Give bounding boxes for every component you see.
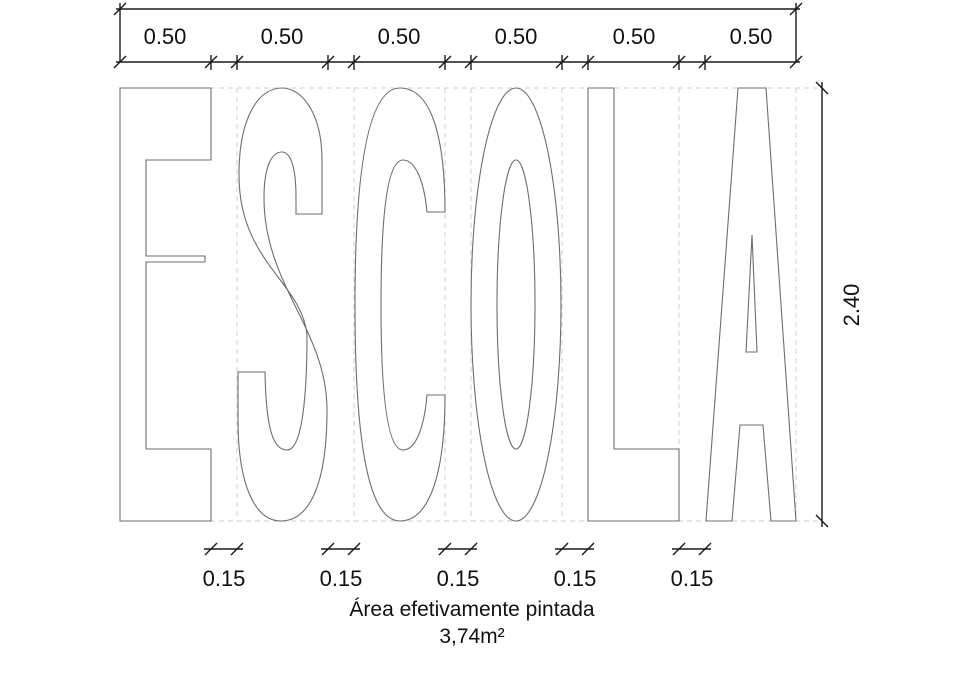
width-label-4: 0.50: [495, 24, 538, 49]
caption: Área efetivamente pintada 3,74m²: [349, 598, 594, 648]
gap-label-2: 0.15: [320, 566, 363, 591]
gap-label-5: 0.15: [671, 566, 714, 591]
top-dimension-labels: 0.50 0.50 0.50 0.50 0.50 0.50: [144, 24, 773, 49]
gap-label-1: 0.15: [203, 566, 246, 591]
width-label-1: 0.50: [144, 24, 187, 49]
letter-o: [470, 87, 562, 522]
width-label-5: 0.50: [613, 24, 656, 49]
width-label-6: 0.50: [730, 24, 773, 49]
letter-l: [587, 87, 680, 522]
letter-e: [119, 87, 212, 522]
width-label-2: 0.50: [261, 24, 304, 49]
caption-title: Área efetivamente pintada: [349, 598, 594, 621]
bottom-gap-labels: 0.15 0.15 0.15 0.15 0.15: [203, 566, 714, 591]
gap-label-3: 0.15: [437, 566, 480, 591]
letter-c: [354, 87, 446, 522]
top-dimension-chain: [113, 2, 803, 70]
height-dimension: [815, 81, 829, 528]
width-label-3: 0.50: [378, 24, 421, 49]
letters: [119, 87, 797, 522]
letter-s: [237, 87, 328, 522]
gap-label-4: 0.15: [554, 566, 597, 591]
caption-value: 3,74m²: [439, 625, 504, 648]
bottom-gap-dimensions: [204, 542, 712, 556]
height-label: 2.40: [839, 284, 864, 327]
letter-a: [705, 87, 797, 522]
